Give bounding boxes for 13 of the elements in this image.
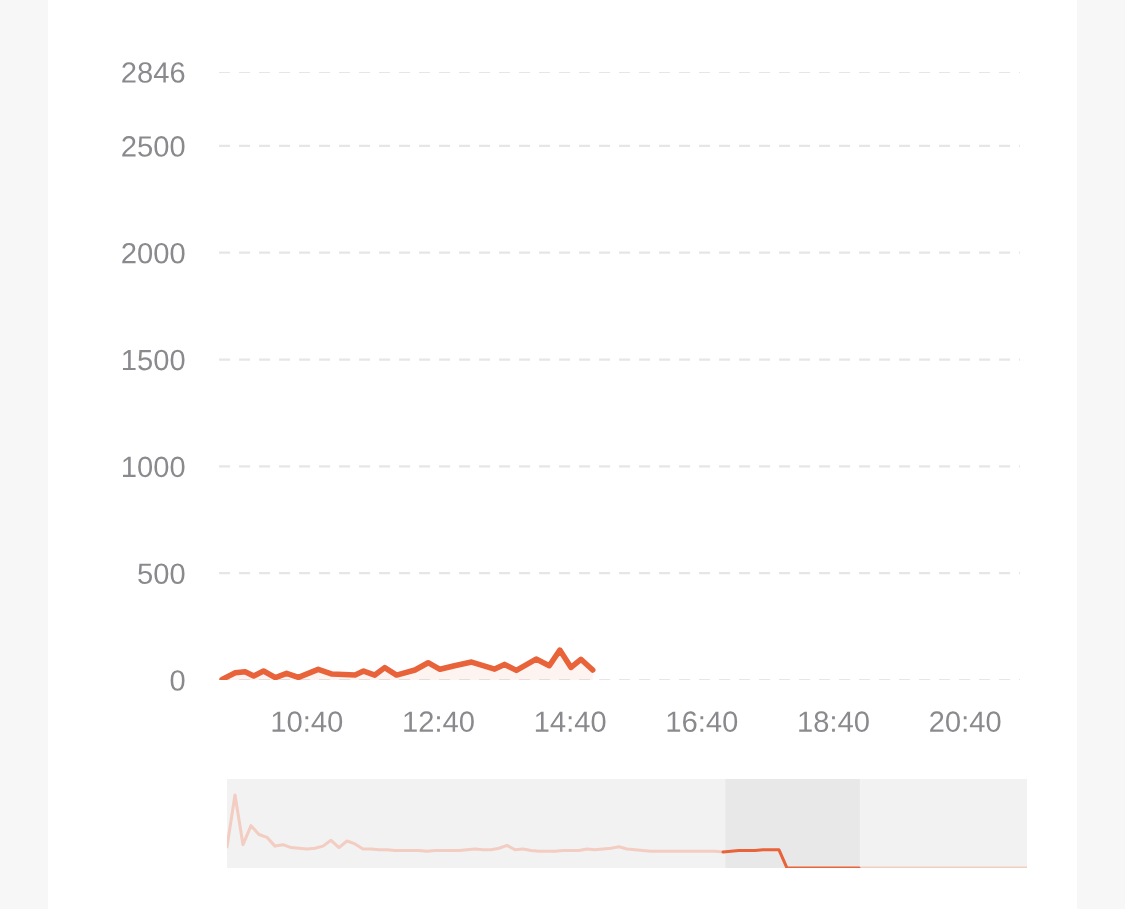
x-tick-label: 12:40 [404,711,474,732]
y-tick-label: 1000 [123,456,185,478]
y-tick-label: 2000 [122,242,185,264]
y-tick-label: 2500 [122,136,185,157]
y-tick-label: 2846 [122,62,185,83]
x-tick-label: 20:40 [930,711,1001,732]
y-tick-label: 0 [170,670,185,691]
x-tick-label: 14:40 [535,711,606,732]
x-tick-label: 10:40 [272,711,343,732]
x-tick-label: 18:40 [799,711,869,732]
y-tick-label: 500 [138,563,185,585]
y-tick-label: 1500 [123,349,185,371]
x-tick-label: 16:40 [667,711,738,732]
